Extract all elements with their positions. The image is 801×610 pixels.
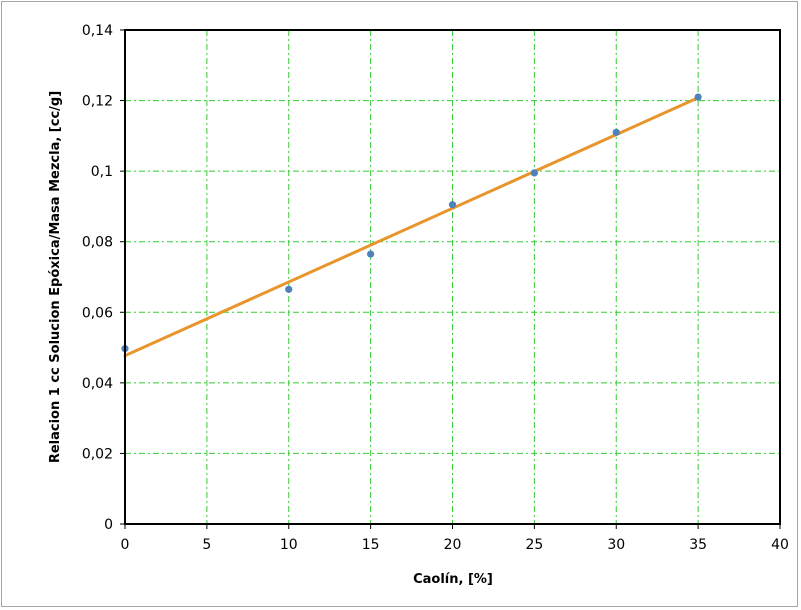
x-tick-label: 20 <box>444 537 462 553</box>
x-axis-title: Caolín, [%] <box>413 572 493 587</box>
data-point <box>367 250 375 258</box>
x-tick-label: 10 <box>280 537 298 553</box>
series-layer <box>121 93 702 358</box>
data-point <box>448 201 457 209</box>
y-tick-label: 0,04 <box>82 376 113 392</box>
y-tick-label: 0,1 <box>91 164 113 180</box>
plot-border <box>124 29 781 525</box>
x-tick-label: 30 <box>607 537 625 553</box>
y-tick-label: 0,06 <box>82 305 113 321</box>
data-point <box>285 285 293 293</box>
y-tick-label: 0 <box>104 517 113 533</box>
x-tick-label: 0 <box>121 537 130 553</box>
y-tick-label: 0,14 <box>82 23 113 39</box>
x-tick-label: 40 <box>771 537 789 553</box>
x-axis-ticks: 0 5 10 15 20 25 30 35 40 <box>121 524 789 553</box>
grid-lines <box>125 30 780 524</box>
x-tick-label: 35 <box>689 537 707 553</box>
y-tick-label: 0,02 <box>82 446 113 462</box>
y-tick-label: 0,12 <box>82 94 113 110</box>
x-tick-label: 5 <box>202 537 211 553</box>
x-tick-label: 15 <box>362 537 380 553</box>
x-tick-label: 25 <box>525 537 543 553</box>
trend-line <box>123 96 700 358</box>
y-axis-title: Relacion 1 cc Solucion Epóxica/Masa Mezc… <box>48 91 63 463</box>
y-tick-label: 0,08 <box>82 235 113 251</box>
data-point <box>612 128 620 136</box>
data-point <box>530 169 538 177</box>
data-point <box>694 93 702 101</box>
y-axis-ticks: 0 0,02 0,04 0,06 0,08 0,1 0,12 0,14 <box>82 23 125 533</box>
